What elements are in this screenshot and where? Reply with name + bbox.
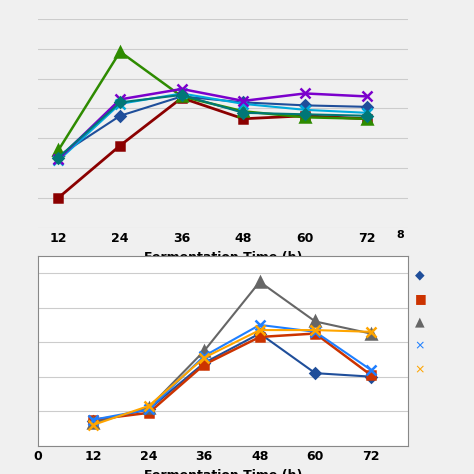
Text: ▲: ▲ [415,316,424,329]
Text: ■: ■ [415,292,427,305]
Text: ×: × [415,363,425,376]
Text: ×: × [415,339,425,353]
X-axis label: Fermentation Time (h): Fermentation Time (h) [144,469,302,474]
Text: ◆: ◆ [415,268,424,282]
X-axis label: Fermentation Time (h): Fermentation Time (h) [144,251,302,264]
Text: 8: 8 [397,230,407,240]
